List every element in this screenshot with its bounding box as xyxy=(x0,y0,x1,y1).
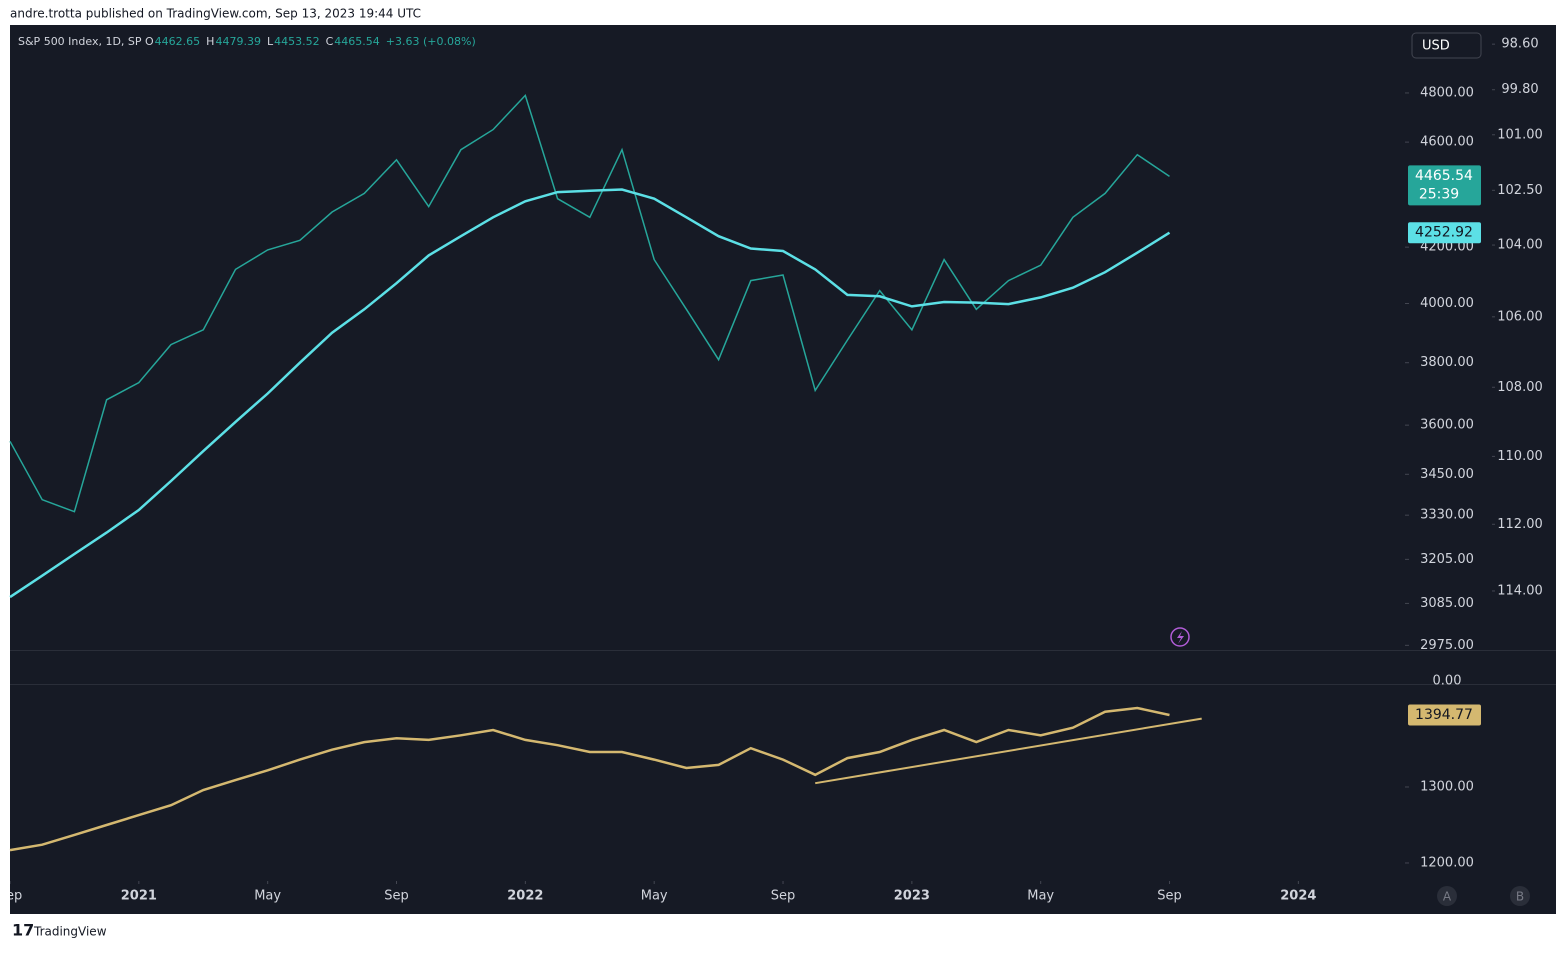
logo: 𝟭𝟳 xyxy=(12,921,34,940)
ohlc-label: L xyxy=(267,35,274,48)
last-value: 4252.92 xyxy=(1415,225,1473,241)
y-tick-label: 4200.00 xyxy=(1420,240,1474,255)
x-tick-label: 2024 xyxy=(1280,889,1316,904)
last-value: 4465.54 xyxy=(1415,168,1473,184)
scale-button-label[interactable]: B xyxy=(1516,890,1524,904)
chart-frame xyxy=(10,25,1556,914)
y-tick-label: 3330.00 xyxy=(1420,508,1474,523)
data-line xyxy=(9,706,1170,852)
x-tick-label: Sep xyxy=(1157,889,1182,904)
y-tick-label: 1300.00 xyxy=(1420,779,1474,794)
y-tick-label: 3450.00 xyxy=(1420,467,1474,482)
y2-tick-label: 98.60 xyxy=(1501,37,1538,52)
ohlc-label: C xyxy=(326,35,334,48)
y2-tick-label: 102.50 xyxy=(1497,183,1543,198)
last-value: 1394.77 xyxy=(1415,707,1473,723)
y-tick-label: 1200.00 xyxy=(1420,855,1474,870)
x-tick-label: Sep xyxy=(771,889,796,904)
data-line xyxy=(9,93,1170,513)
event-icon-bolt xyxy=(1177,631,1184,644)
data-line xyxy=(815,717,1202,785)
y-tick-label: 3800.00 xyxy=(1420,355,1474,370)
y2-tick-label: 112.00 xyxy=(1497,517,1543,532)
x-tick-label: 2022 xyxy=(507,889,543,904)
byline: andre.trotta published on TradingView.co… xyxy=(10,7,421,21)
event-icon[interactable] xyxy=(1170,627,1190,647)
footer: TradingView xyxy=(33,925,107,939)
y2-tick-label: 99.80 xyxy=(1501,82,1538,97)
y2-tick-label: 110.00 xyxy=(1497,449,1543,464)
y2-tick-label: 108.00 xyxy=(1497,380,1543,395)
symbol: S&P 500 Index, 1D, SP xyxy=(18,35,142,48)
countdown: 25:39 xyxy=(1419,186,1459,202)
last-value-box xyxy=(1408,704,1481,726)
currency[interactable]: USD xyxy=(1422,39,1450,54)
x-tick-label: Sep xyxy=(0,889,22,904)
x-tick-label: May xyxy=(641,889,668,904)
scale-button[interactable] xyxy=(1437,886,1457,906)
x-tick-label: 2021 xyxy=(121,889,157,904)
x-axis: Sep 2021 May Sep 2022 May Sep 2023 May Sep 2024 xyxy=(0,881,1316,904)
scale-button[interactable] xyxy=(1510,886,1530,906)
change: +3.63 (+0.08%) xyxy=(386,35,476,48)
ohlc-value: 4465.54 xyxy=(334,35,380,48)
y2-tick-label: 114.00 xyxy=(1497,583,1543,598)
scale-button-label[interactable]: A xyxy=(1443,890,1452,904)
ohlc-label: H xyxy=(206,35,214,48)
y-tick-label: 0.00 xyxy=(1433,674,1462,689)
x-tick-label: May xyxy=(1027,889,1054,904)
y-tick-label: 2975.00 xyxy=(1420,638,1474,653)
ohlc-value: 4462.65 xyxy=(155,35,201,48)
y-tick-label: 3085.00 xyxy=(1420,596,1474,611)
x-tick-label: 2023 xyxy=(894,889,930,904)
last-value-box xyxy=(1408,222,1481,244)
y-tick-label: 3205.00 xyxy=(1420,552,1474,567)
y-tick-label: 4800.00 xyxy=(1420,85,1474,100)
y-tick-label: 3600.00 xyxy=(1420,418,1474,433)
y-tick-label: 4000.00 xyxy=(1420,296,1474,311)
ohlc-value: 4479.39 xyxy=(215,35,261,48)
y-tick-label: 4600.00 xyxy=(1420,135,1474,150)
y2-tick-label: 106.00 xyxy=(1497,309,1543,324)
ohlc-value: 4453.52 xyxy=(274,35,320,48)
ohlc-label: O xyxy=(145,35,154,48)
x-tick-label: May xyxy=(254,889,281,904)
data-line xyxy=(9,188,1171,599)
y2-tick-label: 101.00 xyxy=(1497,127,1543,142)
y2-tick-label: 104.00 xyxy=(1497,238,1543,253)
x-tick-label: Sep xyxy=(384,889,409,904)
last-value-box xyxy=(1408,165,1481,206)
currency-button[interactable] xyxy=(1411,32,1482,59)
